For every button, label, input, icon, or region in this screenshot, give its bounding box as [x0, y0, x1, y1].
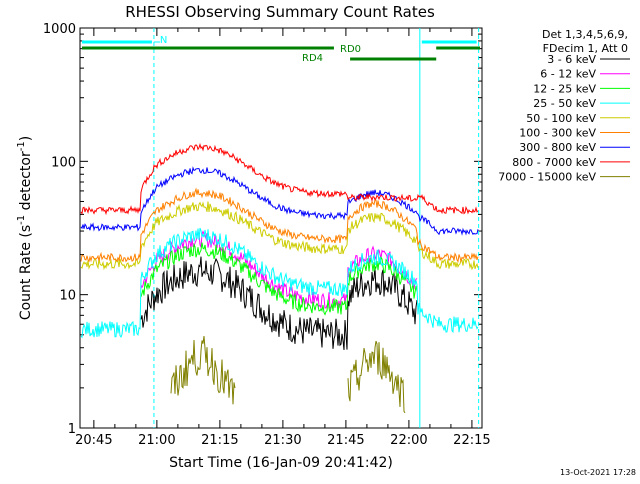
legend-label: 7000 - 15000 keV	[498, 171, 596, 184]
x-tick-label: 22:15	[453, 433, 490, 448]
series-line-1	[140, 256, 418, 351]
legend-label: 12 - 25 keV	[533, 82, 596, 95]
annotations: N RD0 RD4	[82, 28, 480, 428]
plot-frame	[79, 27, 483, 429]
legend-label: 3 - 6 keV	[547, 53, 596, 66]
series-line-8	[80, 142, 479, 216]
x-tick-label: 22:00	[390, 433, 427, 448]
series-line-6	[80, 187, 479, 263]
legend-label: 800 - 7000 keV	[512, 156, 596, 169]
y-axis-label-sup2: -1	[16, 141, 27, 151]
legend-header-line: FDecim 1, Att 0	[543, 42, 628, 55]
legend-label: 50 - 100 keV	[526, 112, 596, 125]
footer-date: 13-Oct-2021 17:28	[560, 468, 636, 477]
y-tick-label: 100	[51, 155, 76, 170]
y-axis-label-main: Count Rate (s	[18, 225, 34, 320]
legend-label: 100 - 300 keV	[519, 127, 596, 140]
night-label: N	[160, 35, 167, 46]
x-axis-label: Start Time (16-Jan-09 20:41:42)	[169, 455, 393, 471]
series-line-5	[80, 201, 479, 271]
y-axis-label: Count Rate (s-1 detector-1)	[16, 136, 34, 320]
legend: Det 1,3,4,5,6,9,FDecim 1, Att 03 - 6 keV…	[498, 28, 630, 184]
legend-label: 6 - 12 keV	[540, 68, 596, 81]
y-tick-label: 1000	[43, 22, 76, 37]
legend-header-line: Det 1,3,4,5,6,9,	[542, 28, 628, 41]
series-line-9	[170, 336, 236, 405]
legend-label: 300 - 800 keV	[519, 141, 596, 154]
y-axis-label-sup1: -1	[16, 215, 27, 225]
y-tick-label: 1	[68, 422, 76, 437]
rd0-label: RD0	[340, 44, 361, 55]
legend-label: 25 - 50 keV	[533, 97, 596, 110]
series-lines	[80, 142, 479, 414]
rd4-label: RD4	[302, 53, 323, 64]
x-tick-label: 21:00	[138, 433, 175, 448]
y-tick-label: 10	[59, 289, 76, 304]
series-line-9	[347, 340, 406, 414]
tick-labels: 20:45 21:00 21:15 21:30 21:45 22:00 22:15 1 10 10…	[43, 22, 491, 448]
x-tick-label: 20:45	[75, 433, 112, 448]
chart-title: RHESSI Observing Summary Count Rates	[125, 3, 435, 21]
x-tick-label: 21:30	[264, 433, 301, 448]
x-tick-label: 21:15	[201, 433, 238, 448]
axis-ticks	[80, 27, 482, 429]
x-tick-label: 21:45	[327, 433, 364, 448]
series-line-7	[80, 166, 479, 236]
y-axis-label-mid: detector	[18, 151, 34, 215]
series-line-4	[80, 227, 479, 339]
y-axis-label-end: )	[18, 136, 34, 141]
